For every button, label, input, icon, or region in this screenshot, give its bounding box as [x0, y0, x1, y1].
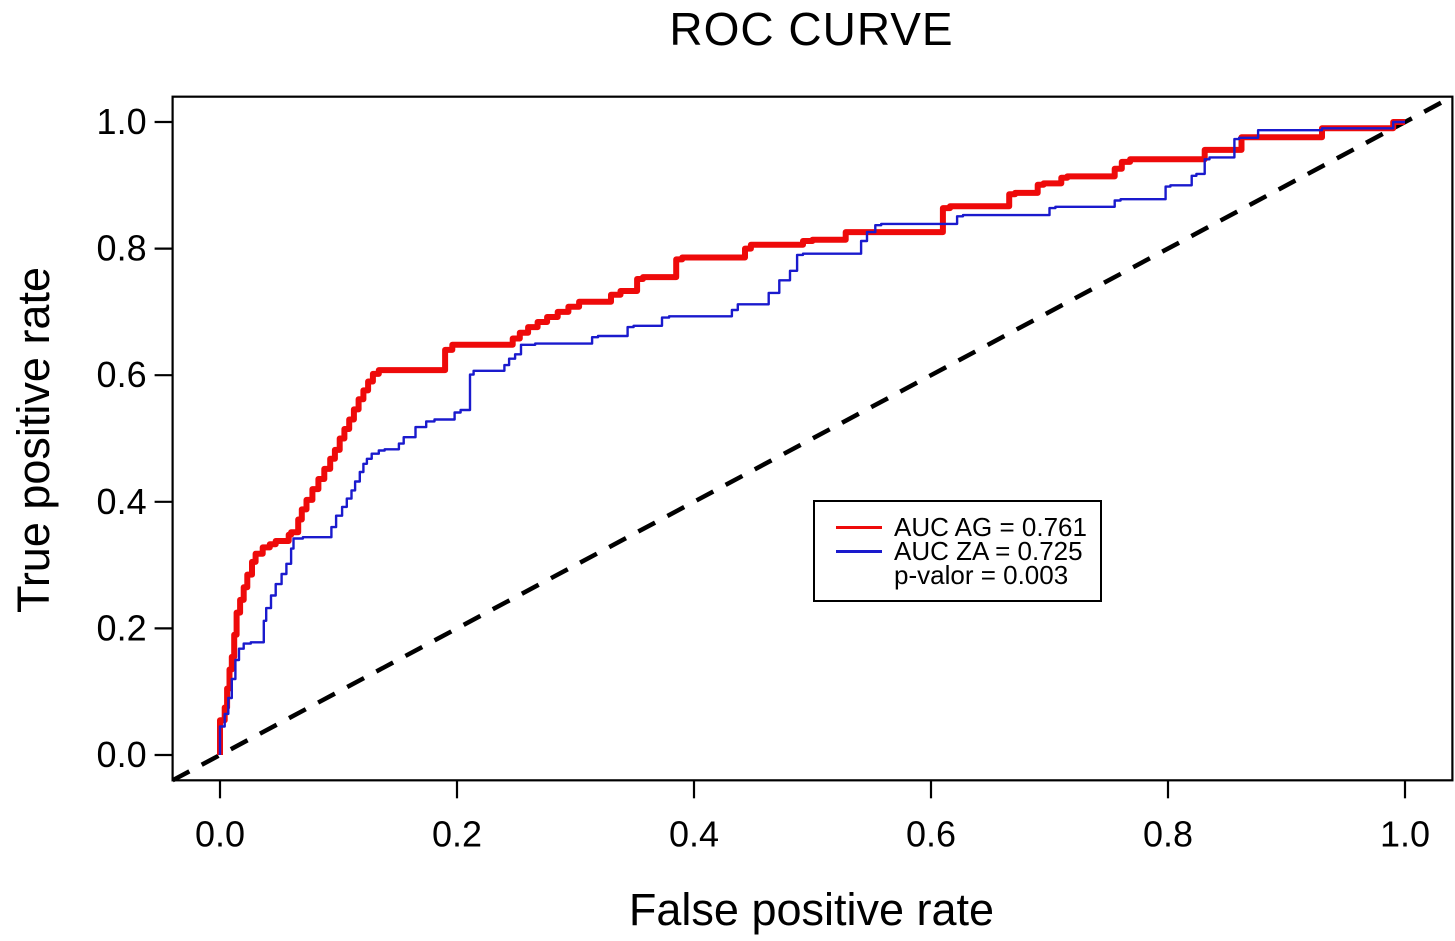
y-tick-label: 0.8	[97, 228, 147, 269]
legend-label-za: AUC ZA = 0.725	[894, 536, 1083, 566]
legend-label-ag: AUC AG = 0.761	[894, 512, 1087, 542]
legend-line-red	[836, 525, 882, 529]
legend-spacer	[836, 574, 882, 577]
x-tick-label: 0.4	[669, 813, 719, 854]
roc-curve-ag	[217, 119, 1405, 755]
y-tick-label: 0.6	[97, 354, 147, 395]
x-tick-label: 0.6	[906, 813, 956, 854]
x-tick-label: 1.0	[1380, 813, 1430, 854]
legend-row-pvalue: p-valor = 0.003	[815, 560, 1100, 590]
legend-row-ag: AUC AG = 0.761	[815, 512, 1100, 542]
roc-curve-za	[218, 120, 1405, 755]
legend-box: AUC AG = 0.761 AUC ZA = 0.725 p-valor = …	[813, 500, 1102, 602]
y-tick-label: 1.0	[97, 101, 147, 142]
x-tick-label: 0.8	[1143, 813, 1193, 854]
legend-line-blue	[836, 549, 882, 553]
y-axis-label: True positive rate	[8, 267, 59, 613]
y-tick-label: 0.2	[97, 607, 147, 648]
plot-frame	[171, 95, 1454, 782]
legend-row-za: AUC ZA = 0.725	[815, 536, 1100, 566]
page-title: ROC CURVE	[669, 3, 954, 55]
legend-label-pvalue: p-valor = 0.003	[894, 560, 1069, 590]
y-tick-label: 0.0	[97, 734, 147, 775]
x-tick-label: 0.0	[195, 813, 245, 854]
x-axis-label: False positive rate	[628, 884, 995, 935]
y-tick-label: 0.4	[97, 481, 147, 522]
x-tick-label: 0.2	[432, 813, 482, 854]
chance-diagonal-line	[171, 94, 1454, 783]
